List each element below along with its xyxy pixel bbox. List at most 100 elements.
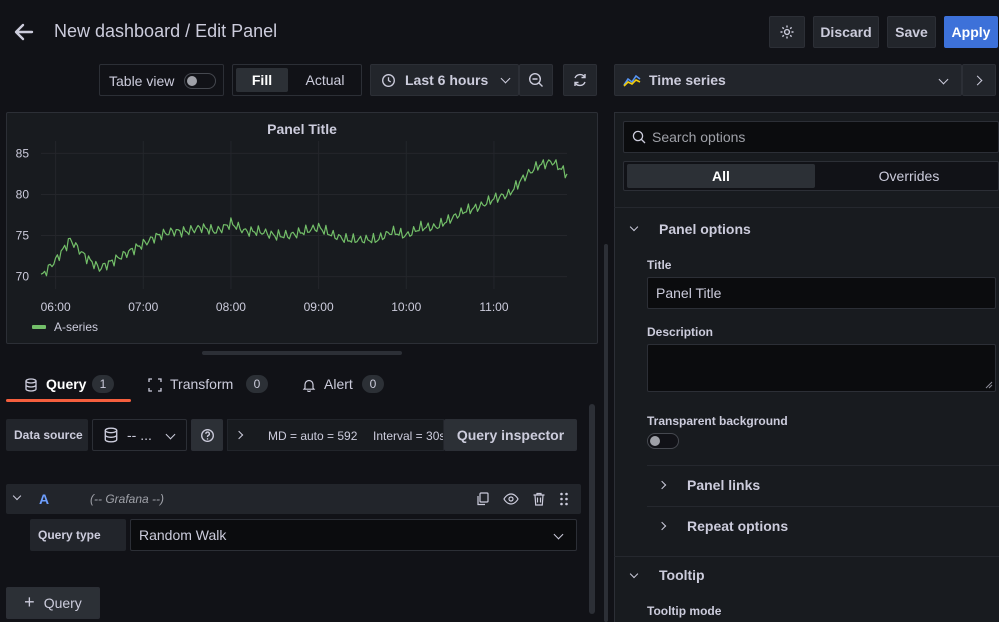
save-button[interactable]: Save (887, 16, 936, 48)
tab-transform-label: Transform (170, 376, 234, 392)
drag-handle-icon[interactable] (559, 492, 569, 506)
transparent-background-label: Transparent background (647, 414, 788, 428)
tab-all[interactable]: All (627, 164, 815, 188)
panel-title: Panel Title (267, 121, 337, 137)
query-editor-scrollbar[interactable] (589, 404, 595, 614)
refresh-button[interactable] (563, 64, 597, 96)
resize-grip-icon (985, 381, 993, 389)
x-tick-label: 10:00 (391, 300, 421, 314)
legend-item: A-series (32, 320, 98, 334)
add-query-button[interactable]: + Query (6, 587, 100, 619)
table-view-toggle[interactable] (184, 73, 216, 89)
y-tick-label: 75 (16, 229, 30, 243)
plus-icon: + (24, 591, 35, 612)
y-tick-label: 70 (16, 270, 30, 284)
x-tick-label: 11:00 (479, 300, 508, 314)
discard-button[interactable]: Discard (813, 16, 879, 48)
title-input-value: Panel Title (656, 285, 722, 301)
eye-icon[interactable] (503, 492, 519, 506)
query-inspector-button[interactable]: Query inspector (444, 419, 577, 451)
page-title: New dashboard / Edit Panel (54, 21, 278, 41)
visualization-label: Time series (649, 72, 726, 88)
tooltip-mode-label: Tooltip mode (647, 604, 722, 618)
options-divider (647, 465, 999, 466)
resize-handle[interactable] (202, 351, 402, 355)
options-divider (614, 207, 999, 208)
collapse-query-icon[interactable] (12, 491, 22, 501)
search-options-placeholder: Search options (652, 129, 746, 145)
y-tick-label: 85 (16, 146, 30, 160)
chevron-down-icon (553, 529, 564, 540)
search-icon (632, 130, 646, 144)
transform-icon (148, 378, 162, 392)
title-label: Title (647, 258, 672, 272)
transparent-background-toggle[interactable] (647, 433, 679, 449)
copy-icon[interactable] (476, 492, 490, 506)
table-view-toggle-group: Table view (99, 64, 224, 96)
data-source-help-button[interactable] (191, 419, 223, 451)
database-icon (25, 378, 37, 392)
add-query-label: Query (43, 595, 82, 611)
clock-icon (382, 73, 395, 87)
query-options-bar[interactable]: MD = auto = 592 Interval = 30s (227, 419, 444, 451)
chevron-down-icon (165, 429, 176, 440)
zoom-out-button[interactable] (519, 64, 553, 96)
chevron-down-icon (500, 73, 511, 83)
time-series-chart: 70 75 80 85 06:00 07:00 08:00 09:00 10:00 11:00 (16, 141, 568, 314)
y-tick-label: 80 (16, 187, 30, 201)
options-divider (647, 506, 999, 507)
panel-options-title[interactable]: Panel options (659, 221, 751, 237)
description-label: Description (647, 325, 714, 339)
tab-alert-count: 0 (362, 375, 384, 393)
visualization-picker[interactable]: Time series (614, 64, 962, 96)
options-tab-switch: All Overrides (623, 161, 999, 191)
zoom-out-icon (528, 72, 543, 87)
x-tick-label: 06:00 (41, 300, 71, 314)
time-range-picker[interactable]: Last 6 hours (370, 64, 519, 96)
time-range-label: Last 6 hours (405, 72, 489, 88)
chevron-right-icon (234, 430, 244, 440)
preview-scrollbar[interactable] (604, 244, 608, 622)
actual-option[interactable]: Actual (305, 72, 345, 88)
time-series-icon (623, 74, 641, 87)
fill-option[interactable]: Fill (236, 68, 288, 92)
active-tab-indicator (6, 399, 131, 402)
tab-transform[interactable]: Transform 0 (140, 370, 275, 402)
back-arrow-icon[interactable] (12, 20, 36, 44)
description-textarea[interactable] (647, 344, 996, 392)
tab-query-label: Query (46, 376, 87, 392)
max-data-points-text: MD = auto = 592 (268, 429, 358, 443)
query-datasource-name: (-- Grafana --) (90, 492, 165, 506)
trash-icon[interactable] (532, 492, 546, 506)
query-type-label: Query type (30, 519, 126, 551)
search-options-input[interactable]: Search options (623, 121, 999, 153)
tab-alert[interactable]: Alert 0 (292, 370, 392, 402)
interval-text: Interval = 30s (373, 429, 444, 443)
query-letter[interactable]: A (39, 491, 50, 507)
collapse-options-button[interactable] (962, 64, 996, 96)
tab-query[interactable]: Query 1 (6, 370, 131, 402)
query-type-value: Random Walk (139, 527, 227, 543)
data-source-label: Data source (6, 419, 88, 451)
query-type-select[interactable]: Random Walk (130, 519, 577, 551)
panel-preview: Panel Title 70 75 80 85 06:00 07:00 08:00 09:00… (6, 112, 598, 344)
bell-icon (302, 379, 316, 392)
repeat-options-section[interactable]: Repeat options (687, 518, 789, 534)
panel-links-section[interactable]: Panel links (687, 477, 761, 493)
x-tick-label: 09:00 (304, 300, 334, 314)
database-icon (104, 427, 118, 443)
apply-button[interactable]: Apply (944, 16, 998, 48)
tooltip-section-title[interactable]: Tooltip (659, 567, 705, 583)
settings-button[interactable] (769, 16, 805, 48)
title-input[interactable]: Panel Title (647, 277, 996, 309)
legend-label: A-series (54, 320, 99, 334)
legend-swatch (32, 325, 46, 329)
tab-alert-label: Alert (324, 376, 353, 392)
tab-query-count: 1 (92, 375, 114, 393)
table-view-label: Table view (109, 73, 175, 89)
data-source-picker[interactable]: -- ... (92, 419, 187, 451)
refresh-icon (574, 73, 586, 87)
tab-overrides[interactable]: Overrides (878, 168, 940, 184)
options-divider (614, 556, 999, 557)
chevron-down-icon (938, 74, 949, 85)
